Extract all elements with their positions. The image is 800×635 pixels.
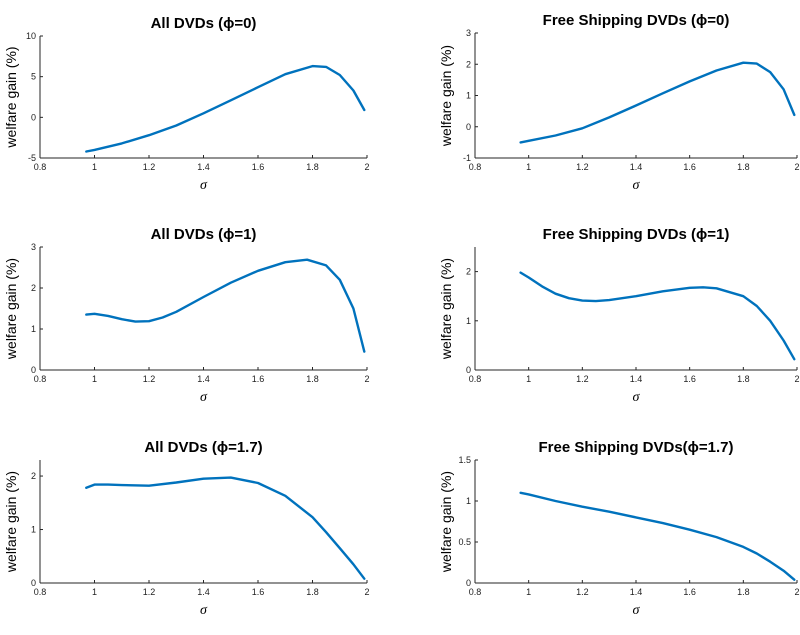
- x-axis-label: σ: [200, 390, 208, 405]
- x-tick-label: 2: [364, 587, 369, 597]
- y-tick-label: 2: [466, 267, 471, 277]
- y-tick-label: 0: [31, 365, 36, 375]
- y-tick-label: 1.5: [458, 455, 471, 465]
- y-tick-label: 0.5: [458, 537, 471, 547]
- y-axis-label: welfare gain (%): [3, 471, 19, 573]
- x-axis-label: σ: [200, 603, 208, 618]
- y-tick-label: -1: [463, 153, 471, 163]
- x-tick-label: 1.2: [143, 587, 156, 597]
- x-tick-label: 1.8: [306, 162, 319, 172]
- x-axis-label: σ: [633, 603, 641, 618]
- x-tick-label: 1: [92, 374, 97, 384]
- y-tick-label: 0: [466, 578, 471, 588]
- welfare-curve: [85, 476, 366, 580]
- y-tick-label: 2: [466, 59, 471, 69]
- x-tick-label: 1.4: [197, 162, 210, 172]
- x-axis-label: σ: [633, 390, 641, 405]
- y-tick-label: 0: [31, 578, 36, 588]
- x-tick-label: 1: [526, 162, 531, 172]
- x-tick-label: 0.8: [469, 162, 482, 172]
- x-tick-label: 0.8: [469, 374, 482, 384]
- subplot-title: All DVDs (ϕ=1.7): [144, 439, 262, 456]
- x-tick-label: 1.6: [252, 162, 265, 172]
- x-tick-label: 1.8: [737, 587, 750, 597]
- y-tick-label: 0: [466, 122, 471, 132]
- y-axis-label: welfare gain (%): [438, 471, 454, 573]
- welfare-curve: [519, 491, 796, 581]
- x-tick-label: 1.6: [252, 587, 265, 597]
- subplot-title: Free Shipping DVDs (ϕ=0): [543, 12, 730, 29]
- x-tick-label: 1: [92, 587, 97, 597]
- subplot-title: All DVDs (ϕ=0): [151, 15, 257, 32]
- subplot-6: 0.8 1 1.2 1.4 1.6 1.8 2 0 0.5 1 1.5 Free Shipping D…: [438, 439, 800, 618]
- y-tick-label: 5: [31, 72, 36, 82]
- x-axis-label: σ: [633, 178, 641, 193]
- x-tick-label: 1.4: [630, 587, 643, 597]
- x-tick-label: 1.2: [143, 162, 156, 172]
- x-axis-label: σ: [200, 178, 208, 193]
- x-tick-label: 1.2: [143, 374, 156, 384]
- x-tick-label: 0.8: [34, 162, 47, 172]
- x-tick-label: 1: [92, 162, 97, 172]
- y-tick-label: 1: [466, 91, 471, 101]
- subplot-title: Free Shipping DVDs (ϕ=1): [543, 226, 730, 243]
- x-tick-label: 1.4: [630, 162, 643, 172]
- x-tick-label: 1.6: [683, 587, 696, 597]
- subplot-4: 0.8 1 1.2 1.4 1.6 1.8 2 0 1 2 Free Shipping DVDs (…: [438, 226, 800, 405]
- y-axis-label: welfare gain (%): [438, 45, 454, 147]
- y-tick-label: 1: [31, 525, 36, 535]
- x-tick-label: 1.6: [683, 374, 696, 384]
- x-tick-label: 1.4: [197, 587, 210, 597]
- subplot-5: 0.8 1 1.2 1.4 1.6 1.8 2 0 1 2 All DVDs (ϕ=1.7) σ wel…: [3, 439, 370, 618]
- welfare-curve: [519, 271, 796, 361]
- x-tick-label: 2: [794, 587, 799, 597]
- x-tick-label: 1.8: [306, 587, 319, 597]
- subplot-title: All DVDs (ϕ=1): [151, 226, 257, 243]
- x-tick-label: 0.8: [34, 587, 47, 597]
- y-tick-label: 3: [31, 242, 36, 252]
- welfare-curve: [519, 61, 796, 144]
- x-tick-label: 1: [526, 374, 531, 384]
- x-tick-label: 1.2: [576, 162, 589, 172]
- x-tick-label: 1: [526, 587, 531, 597]
- y-axis-label: welfare gain (%): [3, 258, 19, 360]
- x-tick-label: 1.4: [630, 374, 643, 384]
- subplot-3: 0.8 1 1.2 1.4 1.6 1.8 2 0 1 2 3 All DVDs (ϕ=1) σ welf…: [3, 226, 370, 405]
- welfare-curve: [85, 64, 366, 153]
- x-tick-label: 1.4: [197, 374, 210, 384]
- y-tick-label: 2: [31, 471, 36, 481]
- welfare-curve: [85, 258, 366, 353]
- x-tick-label: 1.6: [252, 374, 265, 384]
- y-tick-label: -5: [28, 153, 36, 163]
- y-tick-label: 10: [26, 31, 36, 41]
- x-tick-label: 0.8: [469, 587, 482, 597]
- subplot-1: 0.8 1 1.2 1.4 1.6 1.8 2 -5 0 5 10 All DVDs (ϕ=0) σ we…: [3, 15, 370, 193]
- y-tick-label: 1: [466, 316, 471, 326]
- x-tick-label: 1.8: [306, 374, 319, 384]
- y-tick-label: 1: [466, 496, 471, 506]
- y-axis-label: welfare gain (%): [438, 258, 454, 360]
- x-tick-label: 0.8: [34, 374, 47, 384]
- y-tick-label: 2: [31, 283, 36, 293]
- y-tick-label: 3: [466, 28, 471, 38]
- x-tick-label: 1.2: [576, 587, 589, 597]
- x-tick-label: 2: [794, 162, 799, 172]
- x-tick-label: 2: [794, 374, 799, 384]
- x-tick-label: 1.8: [737, 162, 750, 172]
- subplot-2: 0.8 1 1.2 1.4 1.6 1.8 2 -1 0 1 2 3 Free Shipping DVD…: [438, 12, 800, 193]
- x-tick-label: 1.6: [683, 162, 696, 172]
- x-tick-label: 1.8: [737, 374, 750, 384]
- y-axis-label: welfare gain (%): [3, 46, 19, 148]
- x-tick-label: 2: [364, 374, 369, 384]
- y-tick-label: 1: [31, 324, 36, 334]
- y-tick-label: 0: [466, 365, 471, 375]
- x-tick-label: 1.2: [576, 374, 589, 384]
- y-tick-label: 0: [31, 112, 36, 122]
- subplot-title: Free Shipping DVDs(ϕ=1.7): [538, 439, 733, 456]
- x-tick-label: 2: [364, 162, 369, 172]
